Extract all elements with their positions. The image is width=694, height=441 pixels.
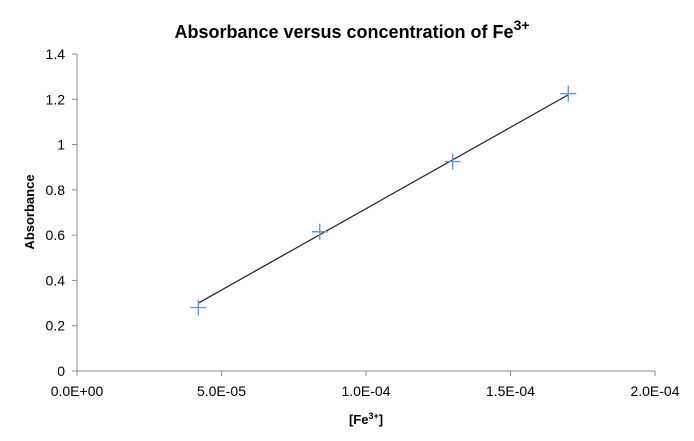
y-tick-label: 0.2 [46, 318, 66, 334]
data-point-marker [311, 223, 328, 240]
data-point-marker [190, 299, 207, 316]
x-axis-label-end: ] [379, 412, 383, 427]
trendline [198, 94, 569, 304]
data-point-marker [444, 153, 461, 170]
y-tick-label: 1.4 [46, 46, 66, 62]
x-tick-label: 2.0E-04 [630, 383, 679, 399]
x-tick-label: 0.0E+00 [51, 383, 104, 399]
x-tick-label: 1.5E-04 [486, 383, 535, 399]
y-tick-label: 1 [57, 137, 65, 153]
chart-title-main: Absorbance versus concentration of Fe [174, 22, 513, 42]
chart-title-superscript: 3+ [514, 17, 530, 33]
y-tick-label: 0.6 [46, 227, 66, 243]
data-point-marker [560, 85, 577, 102]
y-axis-label: Absorbance [22, 174, 37, 249]
y-tick-label: 0 [57, 363, 65, 379]
y-tick-label: 0.4 [46, 272, 66, 288]
x-axis-label-main: [Fe [349, 412, 369, 427]
plot-area: 0 0.2 0.4 0.6 0.8 1 1.2 1.4 0.0E+00 5.0E-05 1.0E-0… [46, 46, 680, 399]
x-tick-label: 5.0E-05 [197, 383, 246, 399]
chart-title: Absorbance versus concentration of Fe3+ [174, 17, 529, 42]
y-tick-label: 1.2 [46, 91, 66, 107]
x-tick-label: 1.0E-04 [341, 383, 390, 399]
y-tick-label: 0.8 [46, 182, 66, 198]
x-axis-label-superscript: 3+ [368, 411, 378, 421]
x-axis-label: [Fe3+] [349, 411, 383, 427]
